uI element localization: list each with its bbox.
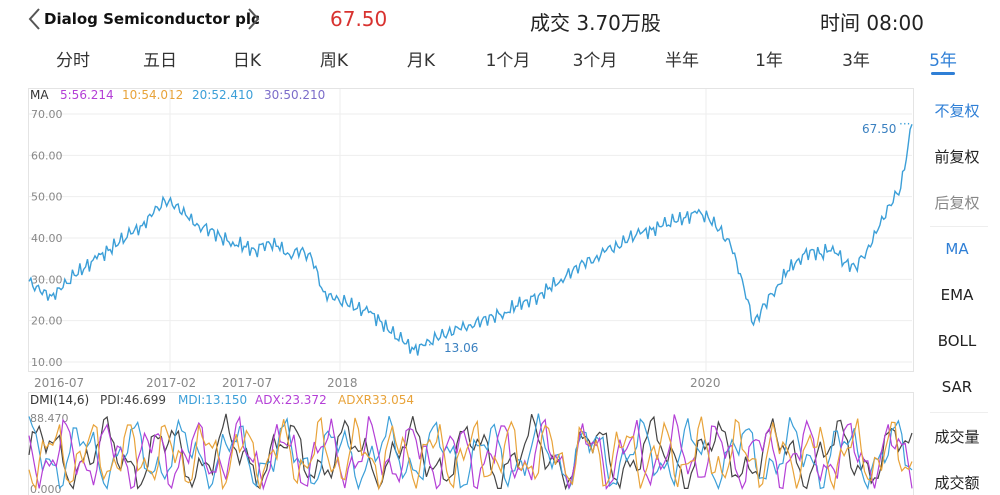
tab-1-year[interactable]: 1年 [755, 51, 783, 71]
tab-half-year[interactable]: 半年 [665, 51, 699, 71]
side-ema[interactable]: EMA [940, 286, 974, 304]
side-divider [930, 226, 988, 227]
pdi-value: :46.699 [120, 393, 167, 407]
tab-5-years[interactable]: 5年 [929, 51, 957, 71]
price-chart-frame[interactable] [28, 88, 914, 372]
adx-value: :23.372 [280, 393, 327, 407]
volume-readout: 成交 3.70万股 [530, 11, 661, 35]
header: Dialog Semiconductor plc 67.50 成交 3.70万股… [0, 0, 1000, 40]
active-tab-indicator [931, 72, 955, 75]
ma30-key: 30 [264, 88, 280, 102]
adxr-key: ADXR [338, 393, 373, 407]
x-tick-label: 2017-07 [222, 376, 272, 390]
tab-3-months[interactable]: 3个月 [572, 51, 618, 71]
side-volume[interactable]: 成交量 [934, 428, 980, 446]
forward-chevron-icon[interactable] [244, 6, 262, 32]
mdi-value: :13.150 [201, 393, 248, 407]
dmi-label: DMI(14,6) [30, 393, 90, 407]
side-turnover[interactable]: 成交额 [934, 474, 980, 492]
ma5-value: :56.214 [67, 88, 114, 102]
pdi-key: PDI [100, 393, 121, 407]
ma20-key: 20 [192, 88, 208, 102]
tab-1-month[interactable]: 1个月 [485, 51, 531, 71]
x-tick-label: 2016-07 [34, 376, 84, 390]
tab-weekly-k[interactable]: 周K [319, 51, 349, 71]
ma5-key: 5 [60, 88, 68, 102]
side-sar[interactable]: SAR [941, 378, 973, 396]
back-chevron-icon[interactable] [26, 6, 44, 32]
period-tabs: 分时 五日 日K 周K 月K 1个月 3个月 半年 1年 3年 5年 [0, 44, 1000, 74]
side-boll[interactable]: BOLL [937, 332, 977, 350]
ma30-value: :50.210 [279, 88, 326, 102]
x-tick-label: 2017-02 [146, 376, 196, 390]
tab-intraday[interactable]: 分时 [56, 51, 90, 71]
ma10-key: 10 [122, 88, 138, 102]
side-divider-2 [930, 412, 988, 413]
tab-daily-k[interactable]: 日K [232, 51, 262, 71]
x-tick-label: 2020 [690, 376, 721, 390]
ma10-value: :54.012 [137, 88, 184, 102]
stock-name: Dialog Semiconductor plc [44, 10, 260, 28]
tab-five-day[interactable]: 五日 [143, 51, 177, 71]
side-ma[interactable]: MA [945, 240, 969, 258]
side-backward-adjust[interactable]: 后复权 [934, 194, 980, 212]
tab-monthly-k[interactable]: 月K [406, 51, 436, 71]
adx-key: ADX [255, 393, 281, 407]
adxr-value: 33.054 [372, 393, 415, 407]
dmi-chart-frame[interactable] [28, 392, 914, 495]
side-forward-adjust[interactable]: 前复权 [934, 148, 980, 166]
x-tick-label: 2018 [327, 376, 358, 390]
ma-label: MA [30, 88, 49, 102]
ma20-value: :52.410 [207, 88, 254, 102]
side-no-adjust[interactable]: 不复权 [934, 102, 980, 120]
tab-3-years[interactable]: 3年 [842, 51, 870, 71]
time-readout: 时间 08:00 [820, 11, 924, 35]
mdi-key: MDI [178, 393, 202, 407]
current-price: 67.50 [330, 7, 388, 31]
